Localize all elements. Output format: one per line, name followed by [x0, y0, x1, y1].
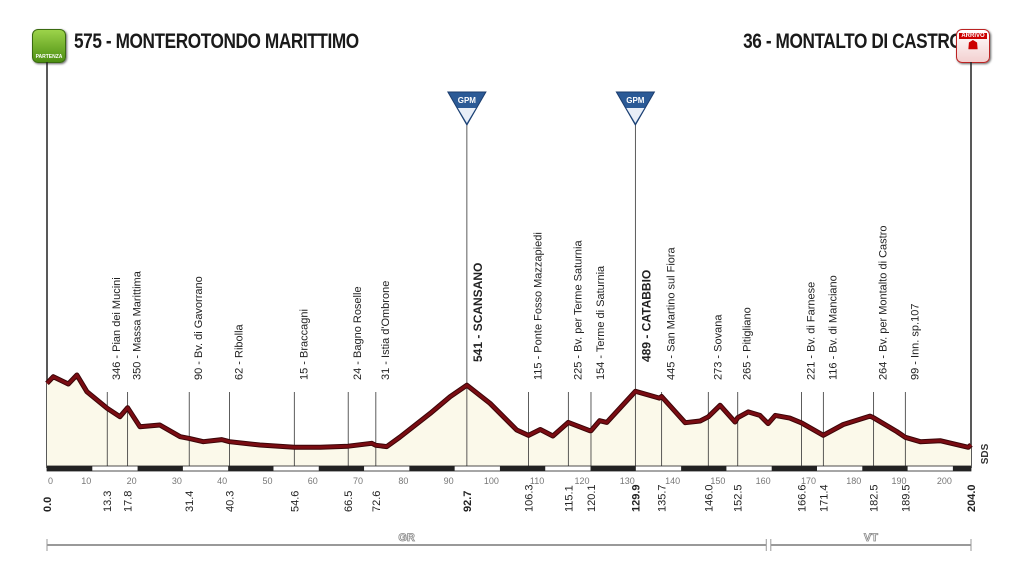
- km-label: 31.4: [184, 491, 196, 512]
- km-label: 17.8: [123, 491, 135, 512]
- km-label: 13.3: [102, 491, 114, 512]
- km-label: 152.5: [733, 484, 745, 512]
- km-label: 115.1: [563, 485, 575, 512]
- km-tick-label: 70: [353, 476, 363, 486]
- km-label: 146.0: [703, 484, 715, 512]
- km-label: 204.0: [966, 484, 978, 512]
- km-tick-label: 120: [574, 476, 589, 486]
- km-tick-label: 100: [484, 476, 499, 486]
- km-label: 166.6: [797, 484, 809, 512]
- km-label: 135.7: [657, 484, 669, 512]
- checkpoint-label: 90 - Bv. di Gavorrano: [193, 276, 205, 380]
- km-label: 171.4: [818, 484, 830, 512]
- km-label: 92.7: [462, 491, 474, 512]
- km-label: 182.5: [869, 484, 881, 512]
- km-tick-label: 150: [710, 476, 725, 486]
- checkpoint-label: 116 - Bv. di Manciano: [827, 275, 839, 380]
- km-axis-segment: [499, 466, 546, 471]
- checkpoint-label: 115 - Ponte Fosso Mazzapiedi: [532, 232, 544, 380]
- km-label: 66.5: [343, 491, 355, 512]
- km-tick-label: 40: [217, 476, 227, 486]
- checkpoint-label: 265 - Pitigliano: [742, 307, 754, 380]
- checkpoint-label: 350 - Massa Marittima: [132, 270, 144, 380]
- checkpoint-label: 489 - CATABBIO: [639, 270, 653, 362]
- km-label: 0.0: [42, 497, 54, 512]
- km-tick-label: 20: [127, 476, 137, 486]
- km-tick-label: 90: [444, 476, 454, 486]
- finish-location-title: 36 - MONTALTO DI CASTRO: [742, 30, 963, 53]
- checkpoint-label: 15 - Braccagni: [298, 309, 310, 380]
- km-axis-segment: [47, 466, 93, 471]
- start-location-title: 575 - MONTEROTONDO MARITTIMO: [74, 30, 359, 53]
- km-tick-label: 140: [665, 476, 680, 486]
- km-axis-segment: [771, 466, 817, 471]
- checkpoint-label: 445 - San Martino sul Fiora: [666, 246, 678, 380]
- checkpoint-label: 264 - Bv. per Montalto di Castro: [878, 226, 890, 380]
- km-axis-segment: [228, 466, 274, 471]
- km-tick-label: 80: [398, 476, 408, 486]
- km-label: 106.3: [523, 484, 535, 512]
- km-label: 120.1: [586, 484, 598, 512]
- checkpoint-label: 24 - Bagno Roselle: [352, 286, 364, 380]
- checkpoint-label: 541 - SCANSANO: [471, 263, 485, 362]
- km-label: 189.5: [900, 484, 912, 512]
- checkpoint-label: 225 - Bv. per Terme Saturnia: [572, 240, 584, 380]
- checkpoint-label: 154 - Terme di Saturnia: [595, 265, 607, 380]
- checkpoint-label: 31 - Istia d'Ombrone: [380, 281, 392, 380]
- km-axis-segment: [681, 466, 727, 471]
- province-label: VT: [864, 532, 878, 544]
- checkpoint-label: 273 - Sovana: [712, 314, 724, 380]
- finish-sds-marker: SDS: [980, 443, 991, 464]
- profile-line: [45, 373, 973, 449]
- checkpoint-label: 346 - Pian dei Mucini: [111, 277, 123, 380]
- km-axis-segment: [409, 466, 455, 471]
- km-axis-segment: [952, 466, 971, 471]
- km-tick-label: 60: [308, 476, 318, 486]
- km-label: 72.6: [371, 491, 383, 512]
- km-axis-segment: [590, 466, 636, 471]
- gpm-label: GPM: [458, 96, 477, 105]
- finish-badge-label: ARRIVO: [959, 33, 987, 39]
- km-tick-label: 50: [262, 476, 272, 486]
- start-badge-label: PARTENZA: [35, 54, 63, 60]
- gpm-triangle-highlight: [457, 108, 476, 123]
- gpm-triangle-highlight: [626, 108, 645, 123]
- km-tick-label: 0: [48, 476, 53, 486]
- km-tick-label: 180: [846, 476, 861, 486]
- province-label: GR: [398, 532, 415, 544]
- km-axis-segment: [137, 466, 183, 471]
- km-tick-label: 130: [620, 476, 635, 486]
- km-tick-label: 200: [937, 476, 952, 486]
- arrivo-finish-icon: ARRIVO ☗: [956, 29, 990, 63]
- km-tick-label: 110: [530, 476, 544, 486]
- km-tick-label: 190: [892, 476, 907, 486]
- checkpoint-label: 62 - Ribolla: [234, 323, 246, 380]
- partenza-start-icon: PARTENZA: [32, 29, 66, 63]
- km-label: 40.3: [225, 491, 237, 512]
- checkpoint-label: 221 - Bv. di Farnese: [806, 282, 818, 380]
- km-axis-segment: [318, 466, 365, 471]
- km-tick-label: 10: [81, 476, 91, 486]
- km-tick-label: 160: [756, 476, 771, 486]
- km-tick-label: 170: [801, 476, 816, 486]
- profile-area: [47, 375, 971, 468]
- km-label: 129.9: [630, 484, 642, 512]
- gpm-label: GPM: [626, 96, 645, 105]
- km-label: 54.6: [289, 491, 301, 512]
- km-tick-label: 30: [172, 476, 182, 486]
- km-axis-segment: [862, 466, 908, 471]
- checkpoint-label: 99 - Inn. sp.107: [909, 304, 921, 380]
